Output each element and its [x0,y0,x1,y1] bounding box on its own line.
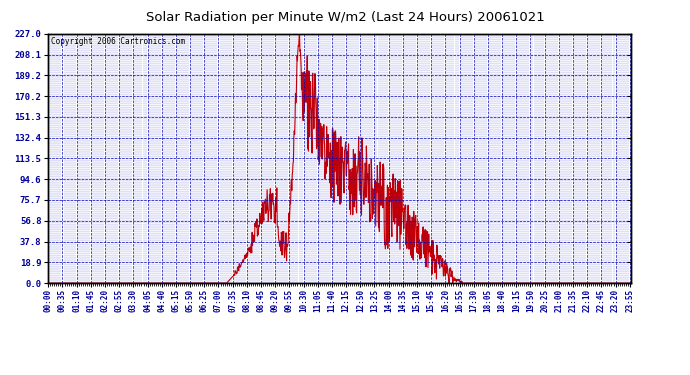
Text: Solar Radiation per Minute W/m2 (Last 24 Hours) 20061021: Solar Radiation per Minute W/m2 (Last 24… [146,11,544,24]
Text: Copyright 2006 Cartronics.com: Copyright 2006 Cartronics.com [51,38,186,46]
